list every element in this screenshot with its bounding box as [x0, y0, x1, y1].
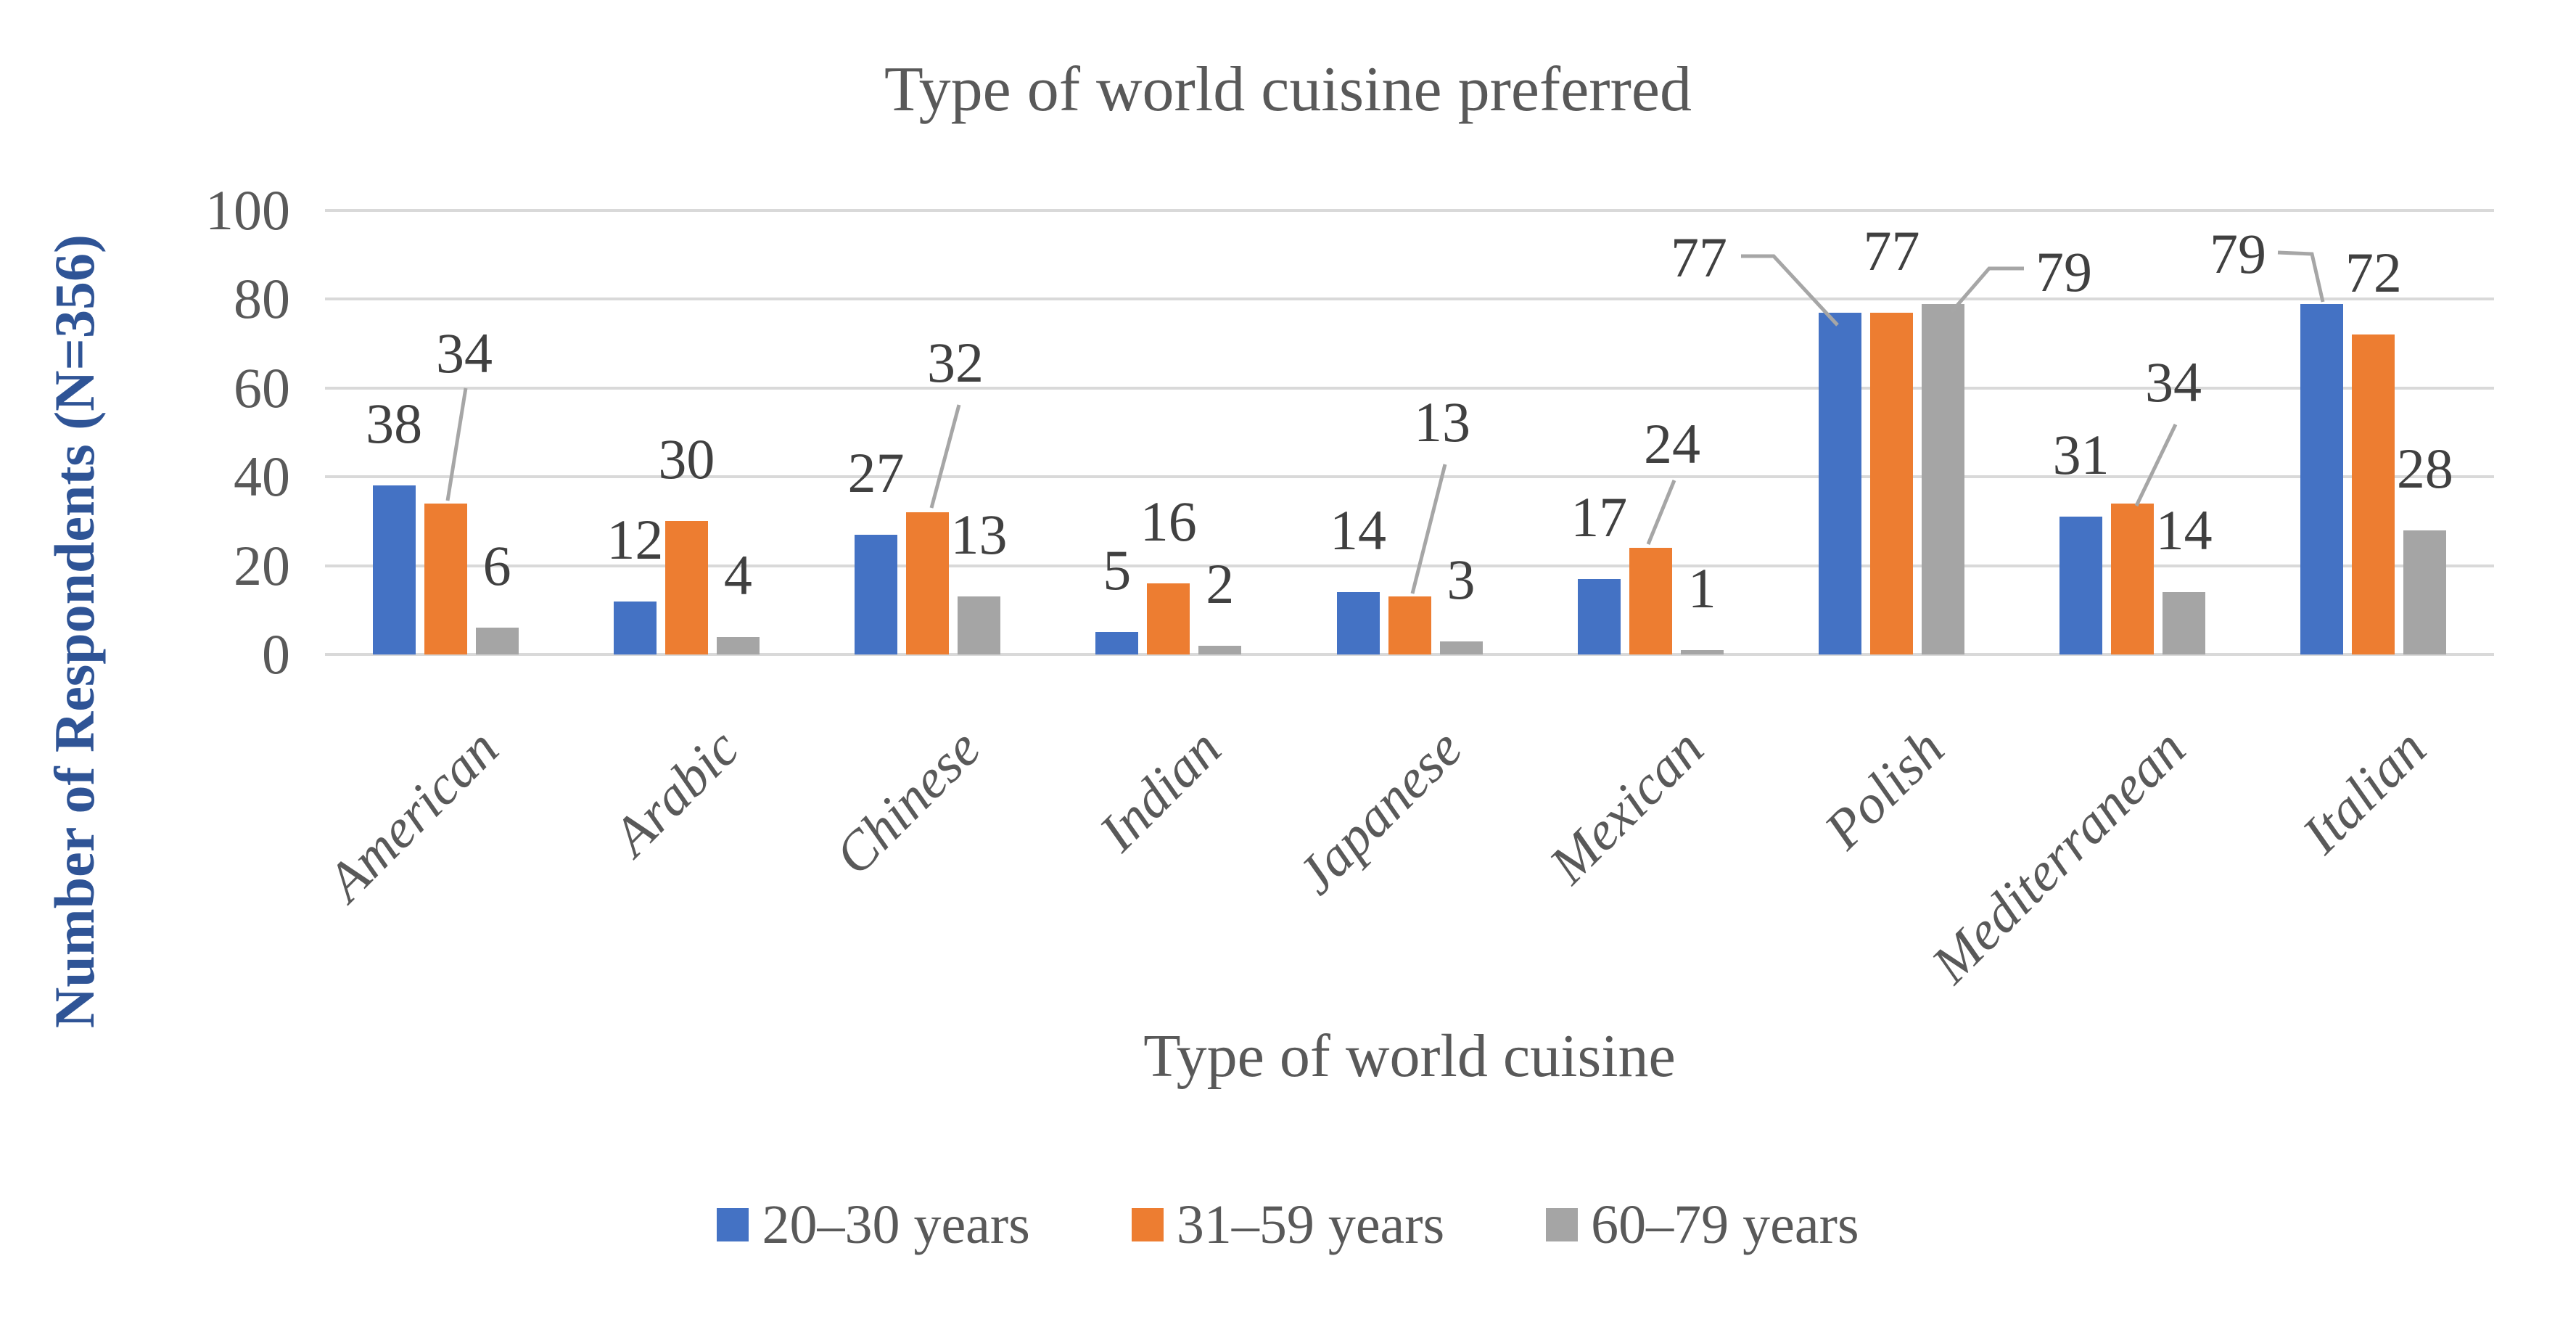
bar	[1680, 649, 1724, 654]
bar	[2111, 503, 2155, 654]
gridline	[325, 564, 2494, 567]
data-label: 1	[1687, 556, 1716, 620]
data-label: 13	[950, 503, 1008, 567]
data-label: 34	[436, 321, 493, 385]
bar	[906, 512, 950, 654]
bar	[424, 503, 467, 654]
data-label: 24	[1644, 412, 1700, 475]
data-label: 14	[1330, 498, 1386, 562]
legend-swatch	[1131, 1208, 1164, 1241]
data-label: 31	[2052, 423, 2110, 487]
bar	[664, 521, 708, 654]
bar	[613, 601, 657, 654]
data-label: 2	[1206, 551, 1235, 615]
bar	[1388, 596, 1431, 654]
bar	[1336, 592, 1380, 654]
bar	[1095, 632, 1139, 654]
data-label: 30	[658, 427, 715, 491]
data-label: 13	[1414, 390, 1470, 453]
y-axis-title: Number of Respondents (N=356)	[43, 234, 106, 1028]
bar	[2163, 592, 2206, 654]
data-label: 28	[2396, 436, 2453, 500]
bar	[1577, 578, 1621, 654]
bar	[716, 636, 760, 654]
data-label: 79	[2036, 240, 2092, 303]
data-label: 12	[606, 507, 664, 571]
legend-item: 31–59 years	[1131, 1192, 1445, 1257]
y-axis-tick-label: 100	[205, 178, 290, 242]
y-axis-tick-label: 20	[234, 533, 290, 597]
bar	[2352, 334, 2395, 654]
gridline	[325, 386, 2494, 390]
data-label: 27	[847, 440, 905, 504]
chart-title: Type of world cuisine preferred	[884, 54, 1692, 125]
bar	[1921, 303, 1964, 654]
legend-label: 60–79 years	[1591, 1194, 1859, 1255]
legend: 20–30 years 31–59 years 60–79 years	[0, 1192, 2576, 1257]
data-label: 3	[1447, 547, 1476, 611]
chart-frame-border	[10, 9, 2566, 1320]
data-label: 72	[2345, 241, 2402, 305]
data-label: 38	[366, 392, 423, 456]
bar	[958, 596, 1001, 654]
bar	[2059, 517, 2103, 654]
data-label: 79	[2210, 222, 2266, 285]
legend-item: 20–30 years	[717, 1192, 1030, 1257]
gridline	[325, 653, 2494, 656]
legend-label: 20–30 years	[762, 1194, 1030, 1255]
bar	[475, 628, 519, 654]
legend-label: 31–59 years	[1176, 1194, 1445, 1255]
data-label: 6	[482, 534, 511, 598]
legend-swatch	[717, 1208, 749, 1241]
data-label: 14	[2155, 498, 2213, 562]
data-label: 34	[2145, 350, 2202, 414]
bar	[1818, 312, 1861, 654]
y-axis-tick-label: 40	[234, 445, 290, 509]
bar	[855, 534, 898, 654]
x-axis-title: Type of world cuisine	[1143, 1022, 1676, 1090]
y-axis-tick-label: 60	[234, 356, 290, 419]
legend-swatch	[1546, 1208, 1579, 1241]
data-label: 4	[723, 543, 752, 607]
y-axis-tick-label: 80	[234, 267, 290, 331]
data-label: 5	[1103, 538, 1132, 602]
bar	[2403, 530, 2447, 654]
legend-item: 60–79 years	[1546, 1192, 1859, 1257]
data-label: 77	[1671, 226, 1727, 289]
data-label: 32	[927, 331, 984, 394]
bar	[1147, 583, 1190, 654]
bar	[1869, 312, 1913, 654]
gridline	[325, 475, 2494, 479]
gridline	[325, 209, 2494, 212]
data-label: 16	[1140, 490, 1197, 554]
data-label: 77	[1863, 218, 1920, 282]
bar	[1439, 641, 1483, 654]
bar	[1629, 548, 1672, 654]
bar	[1198, 645, 1242, 654]
gridline	[325, 297, 2494, 301]
data-label: 17	[1571, 485, 1628, 549]
bar	[2300, 303, 2344, 654]
bar	[372, 485, 416, 654]
y-axis-tick-label: 0	[262, 623, 290, 686]
